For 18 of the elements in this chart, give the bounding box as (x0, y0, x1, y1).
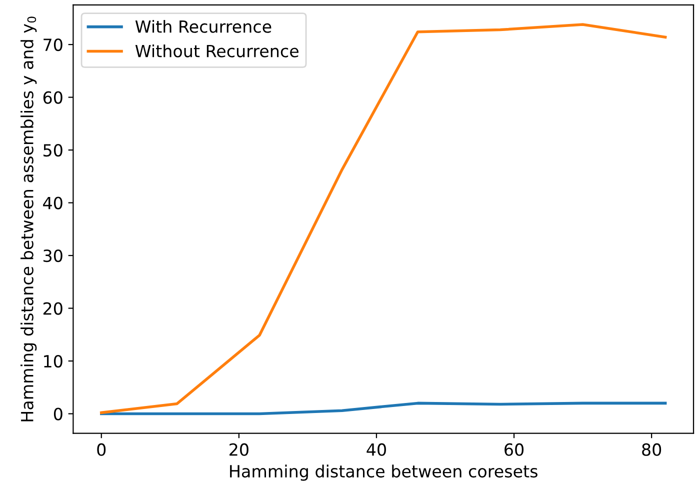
y-tick-label: 70 (44, 38, 62, 52)
x-tick-label: 0 (97, 443, 106, 456)
y-tick-label: 60 (43, 91, 62, 104)
y-tick-label: 10 (44, 354, 62, 368)
legend-label: Without Recurrence (135, 44, 298, 58)
line-series (100, 402, 667, 416)
x-axis-title: Hamming distance between coresets (230, 464, 538, 481)
y-tick-label: 50 (44, 144, 62, 157)
x-tick-label: 40 (366, 443, 386, 456)
y-tick-label: 30 (44, 249, 62, 262)
y-tick-label: 20 (43, 302, 62, 315)
y-tick-label: 0 (54, 408, 62, 420)
x-tick-label: 20 (230, 443, 248, 456)
x-tick-label: 60 (504, 443, 524, 456)
y-axis-title: Hamming distance between assemblies y and y$_{0}$ (20, 16, 37, 422)
x-tick-label: 80 (642, 443, 662, 456)
y-tick-label: 40 (43, 196, 62, 210)
legend-label: With Recurrence (135, 20, 272, 33)
